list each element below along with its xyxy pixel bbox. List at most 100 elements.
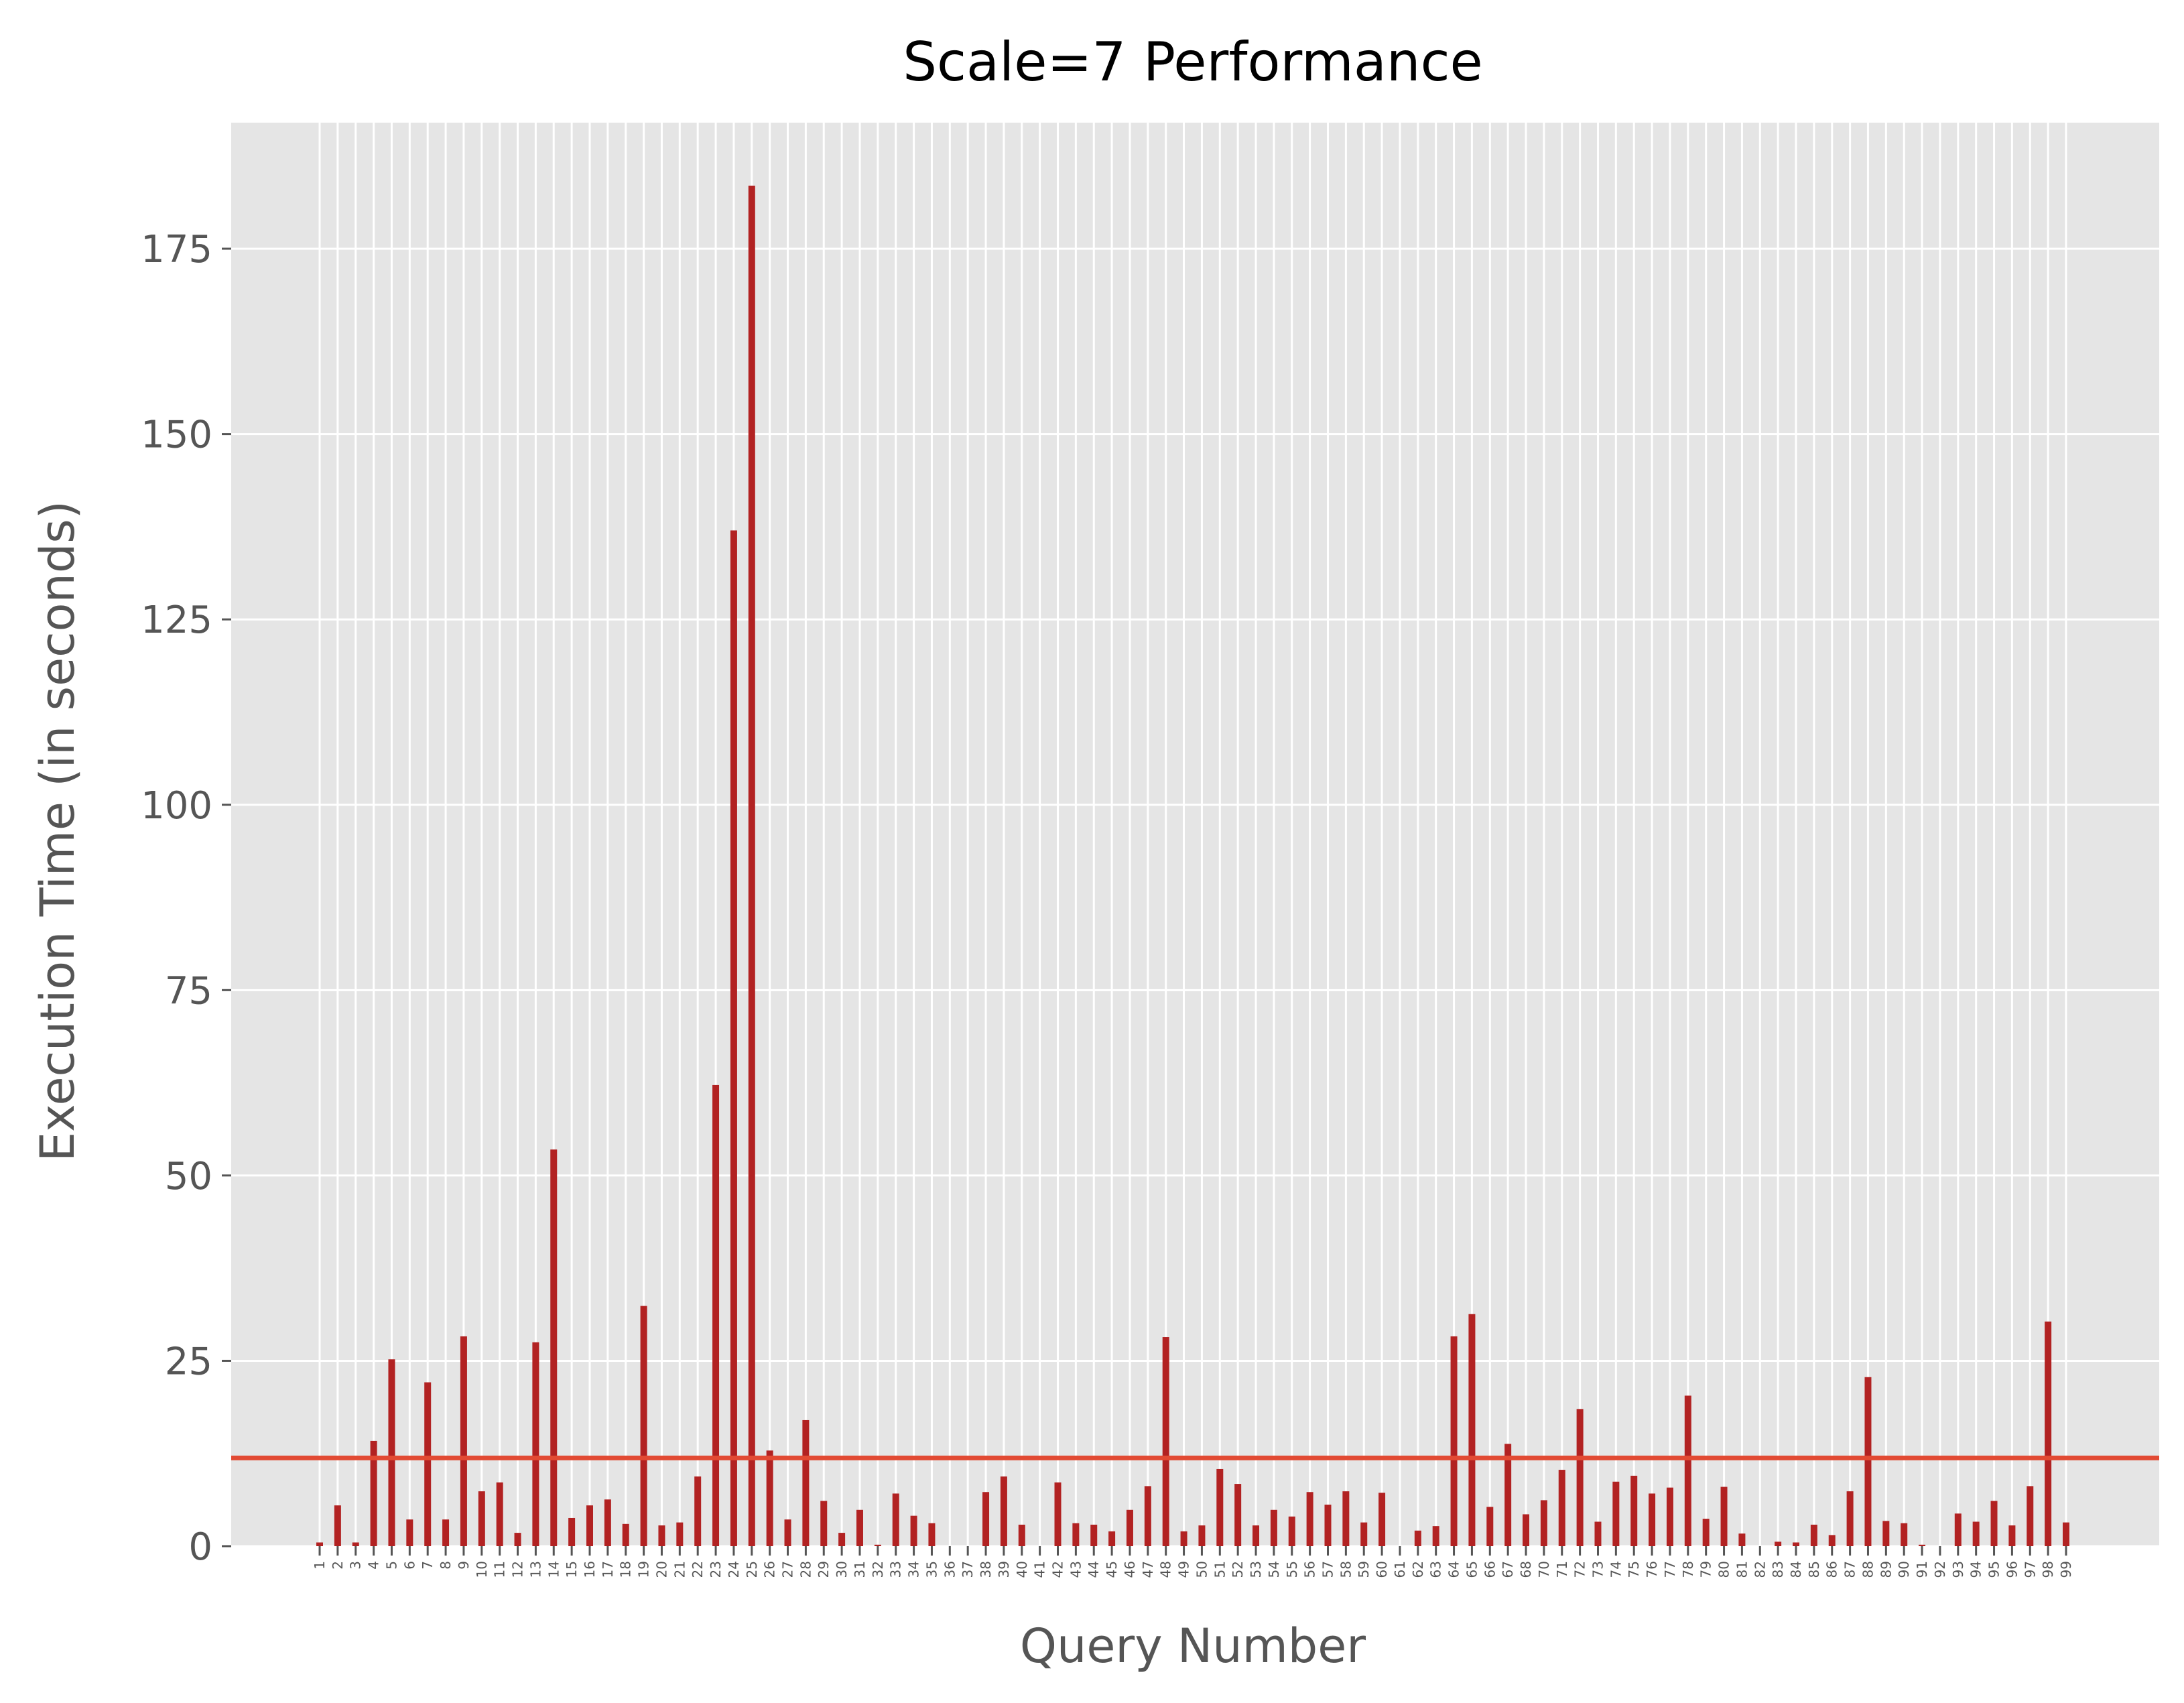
chart-title: Scale=7 Performance xyxy=(903,31,1483,93)
bar xyxy=(1252,1525,1260,1546)
x-tick-label: 98 xyxy=(2040,1561,2056,1578)
bar xyxy=(514,1533,521,1546)
x-tick-label: 72 xyxy=(1572,1561,1588,1578)
x-tick-label: 76 xyxy=(1644,1561,1660,1578)
bar xyxy=(1216,1468,1224,1546)
x-tick-label: 20 xyxy=(653,1561,669,1578)
bar xyxy=(658,1525,665,1546)
bar xyxy=(1072,1523,1080,1546)
x-tick-label: 83 xyxy=(1770,1561,1786,1578)
x-tick-label: 31 xyxy=(852,1561,868,1578)
x-tick-label: 8 xyxy=(438,1561,454,1570)
x-tick-label: 19 xyxy=(636,1561,652,1578)
x-axis-label: Query Number xyxy=(1020,1619,1366,1674)
bar xyxy=(1180,1531,1187,1546)
x-tick-label: 39 xyxy=(996,1561,1012,1578)
x-tick-label: 67 xyxy=(1500,1561,1516,1578)
x-tick-label: 12 xyxy=(510,1561,526,1578)
bar xyxy=(1504,1444,1512,1546)
y-axis: 0 25 50 75 100 125 150 175 xyxy=(141,228,231,1569)
bar xyxy=(676,1522,684,1546)
x-tick-label: 4 xyxy=(366,1561,382,1570)
x-tick-label: 32 xyxy=(870,1561,886,1578)
bar xyxy=(1864,1377,1872,1546)
x-tick-label: 50 xyxy=(1194,1561,1210,1578)
bar xyxy=(1324,1505,1332,1546)
x-tick-label: 71 xyxy=(1554,1561,1570,1578)
x-tick-label: 42 xyxy=(1050,1561,1066,1578)
bar xyxy=(1360,1522,1368,1546)
x-tick-label: 77 xyxy=(1662,1561,1678,1578)
x-tick-label: 95 xyxy=(1986,1561,2002,1578)
x-tick-label: 58 xyxy=(1338,1561,1354,1578)
bar xyxy=(1108,1531,1116,1546)
x-tick-label: 10 xyxy=(474,1561,490,1578)
x-tick-label: 45 xyxy=(1104,1561,1120,1578)
bar xyxy=(1738,1533,1746,1546)
x-tick-label: 91 xyxy=(1914,1561,1930,1578)
x-tick-label: 28 xyxy=(797,1561,814,1578)
x-tick-label: 70 xyxy=(1536,1561,1552,1578)
bar xyxy=(982,1492,990,1546)
bar xyxy=(604,1499,611,1546)
x-tick-label: 75 xyxy=(1626,1561,1642,1578)
y-tick-label: 125 xyxy=(141,598,212,642)
bar xyxy=(1684,1395,1691,1546)
bar xyxy=(1288,1516,1295,1546)
x-tick-label: 57 xyxy=(1320,1561,1336,1578)
x-tick-label: 52 xyxy=(1230,1561,1246,1578)
bar xyxy=(388,1359,395,1546)
bar xyxy=(406,1519,413,1546)
bar xyxy=(1972,1521,1980,1546)
x-tick-label: 47 xyxy=(1140,1561,1156,1578)
bar xyxy=(1523,1514,1530,1546)
x-tick-label: 85 xyxy=(1806,1561,1822,1578)
bar xyxy=(730,530,737,1546)
y-tick-label: 150 xyxy=(141,414,212,457)
x-tick-label: 41 xyxy=(1032,1561,1048,1578)
bar xyxy=(1666,1487,1673,1546)
x-tick-label: 61 xyxy=(1392,1561,1408,1578)
bar xyxy=(748,186,755,1546)
x-axis: 1 2 3 4 5 6 7 8 9 10 11 12 13 14 15 16 17 18 19 20 21 22 23 24 2… xyxy=(312,1546,2074,1578)
x-tick-label: 81 xyxy=(1734,1561,1750,1578)
x-tick-label: 7 xyxy=(420,1561,436,1570)
bar xyxy=(1828,1535,1836,1546)
bar xyxy=(1378,1493,1386,1546)
x-tick-label: 33 xyxy=(888,1561,904,1578)
x-tick-label: 18 xyxy=(618,1561,634,1578)
x-tick-label: 73 xyxy=(1590,1561,1606,1578)
bar xyxy=(694,1476,702,1546)
x-tick-label: 40 xyxy=(1014,1561,1030,1578)
x-tick-label: 2 xyxy=(330,1561,346,1570)
x-tick-label: 16 xyxy=(582,1561,598,1578)
x-tick-label: 82 xyxy=(1752,1561,1768,1578)
bar xyxy=(1198,1525,1206,1546)
x-tick-label: 25 xyxy=(744,1561,760,1578)
x-tick-label: 93 xyxy=(1950,1561,1966,1578)
x-tick-label: 49 xyxy=(1176,1561,1192,1578)
x-tick-label: 14 xyxy=(545,1561,562,1578)
y-tick-label: 75 xyxy=(165,969,212,1013)
bar xyxy=(352,1542,359,1546)
bar xyxy=(1846,1491,1854,1546)
bar xyxy=(1558,1470,1565,1546)
x-tick-label: 53 xyxy=(1248,1561,1264,1578)
x-tick-label: 63 xyxy=(1428,1561,1444,1578)
x-tick-label: 15 xyxy=(564,1561,580,1578)
bar xyxy=(1954,1513,1962,1546)
bar xyxy=(1270,1509,1277,1546)
y-tick-label: 25 xyxy=(165,1340,212,1383)
bar xyxy=(1144,1486,1151,1546)
x-tick-label: 87 xyxy=(1842,1561,1858,1578)
bar xyxy=(1919,1544,1926,1546)
bar xyxy=(1540,1500,1547,1546)
bar xyxy=(1612,1481,1620,1546)
bar xyxy=(766,1450,773,1546)
bar xyxy=(2045,1321,2052,1546)
bar xyxy=(874,1544,881,1546)
x-tick-label: 21 xyxy=(671,1561,688,1578)
x-tick-label: 60 xyxy=(1374,1561,1390,1578)
bar xyxy=(838,1533,846,1546)
